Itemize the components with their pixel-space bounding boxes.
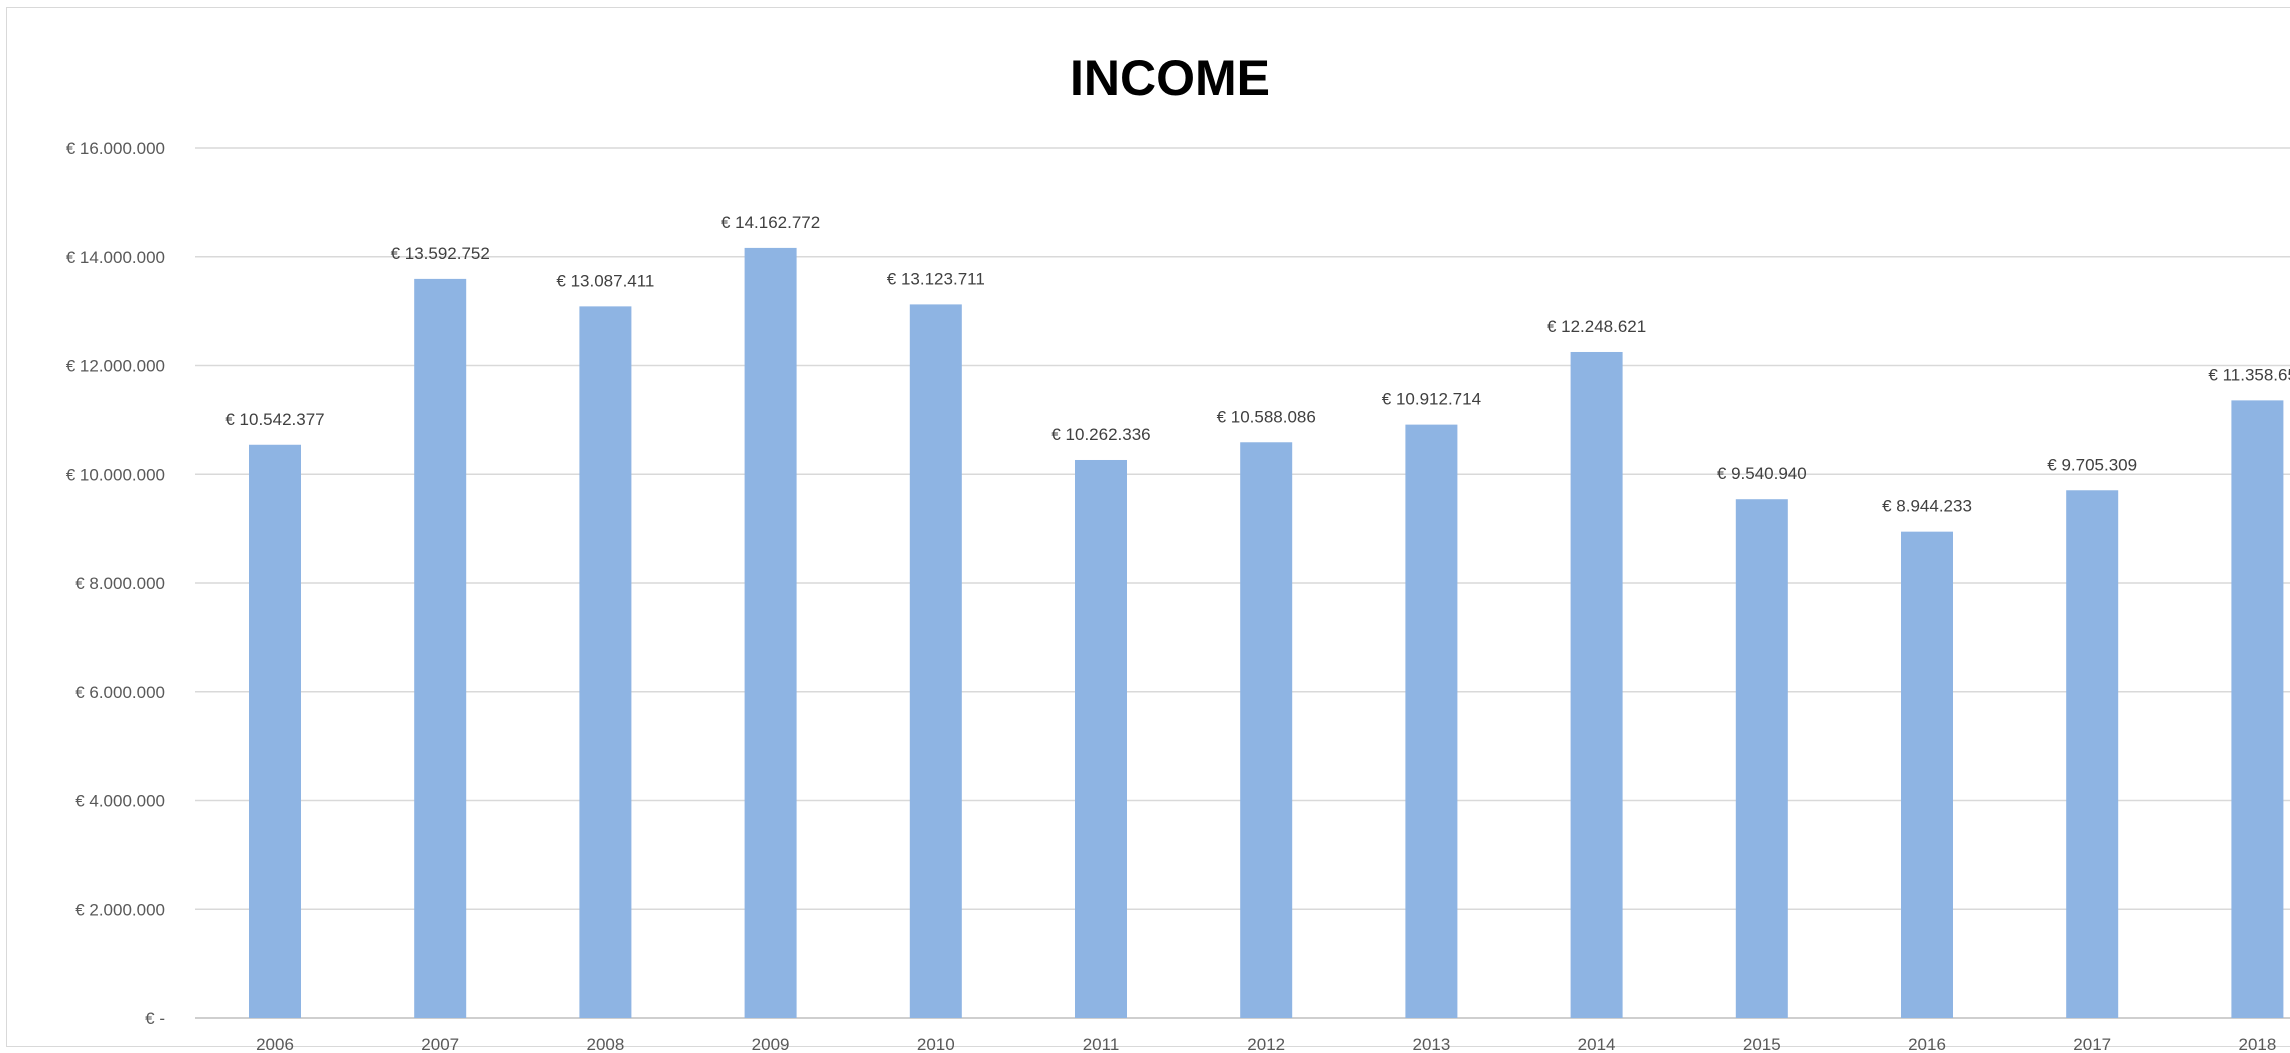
x-tick-label-2009: 2009: [752, 1035, 790, 1053]
x-tick-label-2016: 2016: [1908, 1035, 1946, 1053]
bar-2009: [744, 247, 797, 1018]
bar-2016: [1901, 531, 1953, 1018]
data-label-2015: € 9.540.940: [1717, 464, 1807, 483]
y-tick-label: € 6.000.000: [75, 683, 165, 702]
bar-2017: [2066, 490, 2119, 1019]
bar-2008: [579, 306, 632, 1018]
x-tick-label-2008: 2008: [586, 1035, 624, 1053]
y-tick-label: € 4.000.000: [75, 792, 165, 811]
x-tick-label-2013: 2013: [1412, 1035, 1450, 1053]
bar-2015: [1735, 499, 1788, 1018]
data-label-2016: € 8.944.233: [1882, 497, 1972, 516]
bar-2010: [909, 304, 962, 1019]
x-tick-label-2012: 2012: [1247, 1035, 1285, 1053]
y-tick-label: € -: [145, 1009, 165, 1028]
x-tick-label-2006: 2006: [256, 1035, 294, 1053]
x-tick-label-2007: 2007: [421, 1035, 459, 1053]
bar-2006: [249, 444, 301, 1018]
y-axis-tick-labels: € - € 2.000.000 € 4.000.000 € 6.000.000 € 8.…: [66, 139, 165, 1028]
chart-title: INCOME: [1070, 50, 1270, 106]
bar-2013: [1405, 424, 1458, 1018]
y-tick-label: € 14.000.000: [66, 248, 165, 267]
data-label-2009: € 14.162.772: [721, 213, 820, 232]
x-tick-label-2014: 2014: [1578, 1035, 1616, 1053]
data-label-2008: € 13.087.411: [556, 271, 654, 290]
y-tick-label: € 10.000.000: [66, 465, 165, 484]
bar-2018: [2231, 400, 2284, 1018]
y-tick-label: € 8.000.000: [75, 574, 165, 593]
data-label-2006: € 10.542.377: [225, 410, 324, 429]
x-tick-label-2018: 2018: [2238, 1035, 2276, 1053]
data-label-2012: € 10.588.086: [1217, 407, 1316, 426]
data-label-2011: € 10.262.336: [1051, 425, 1150, 444]
x-tick-label-2010: 2010: [917, 1035, 955, 1053]
y-tick-label: € 12.000.000: [66, 357, 165, 376]
data-label-2017: € 9.705.309: [2047, 455, 2137, 474]
data-label-2007: € 13.592.752: [391, 244, 490, 263]
bar-2011: [1075, 459, 1127, 1018]
data-label-2010: € 13.123.711: [887, 269, 985, 288]
bars: [249, 247, 2284, 1019]
data-label-2018: € 11.358.650: [2208, 365, 2290, 384]
y-tick-label: € 16.000.000: [66, 139, 165, 158]
x-axis-tick-labels: 2006 2007 2008 2009 2010 2011 2012 2013 2014 2015…: [256, 1035, 2276, 1053]
bar-2012: [1240, 442, 1293, 1018]
x-tick-label-2015: 2015: [1743, 1035, 1781, 1053]
y-tick-label: € 2.000.000: [75, 900, 165, 919]
data-label-2014: € 12.248.621: [1547, 317, 1646, 336]
data-labels: € 10.542.377 € 13.592.752 € 13.087.411 € 14…: [225, 213, 2290, 516]
bar-2014: [1570, 351, 1623, 1019]
x-tick-label-2017: 2017: [2073, 1035, 2111, 1053]
bar-2007: [414, 278, 467, 1018]
x-tick-label-2011: 2011: [1083, 1035, 1120, 1053]
data-label-2013: € 10.912.714: [1382, 390, 1481, 409]
